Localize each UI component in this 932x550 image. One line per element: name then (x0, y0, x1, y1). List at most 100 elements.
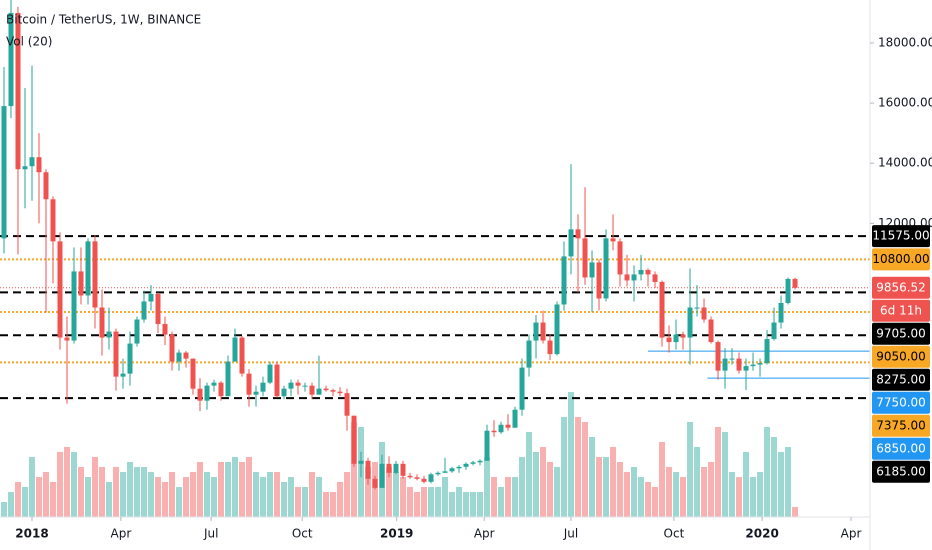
volume-bar (617, 462, 624, 517)
candle-body (470, 462, 476, 464)
volume-bar (330, 492, 337, 517)
candle-body (652, 274, 658, 282)
candle-body (694, 307, 700, 309)
candle-body (771, 322, 777, 340)
price-label-box (872, 460, 930, 483)
volume-bar (281, 482, 288, 517)
volume-bar (680, 477, 687, 517)
volume-bar (722, 432, 729, 517)
candle-body (687, 307, 693, 338)
candle-body (330, 390, 336, 392)
volume-bar (694, 447, 701, 517)
candle-body (673, 334, 679, 343)
candle-body (750, 364, 756, 367)
indicator-title: Vol (20) (6, 35, 52, 49)
candle-body (708, 319, 714, 343)
x-tick-label: 2018 (15, 527, 48, 541)
volume-bar (400, 477, 407, 517)
price-label-box (872, 299, 930, 322)
volume-bar (449, 492, 456, 517)
volume-bar (631, 467, 638, 517)
candle-body (631, 274, 637, 281)
plot-area (0, 0, 870, 517)
volume-bar (288, 477, 295, 517)
volume-bar (442, 477, 449, 517)
candle-body (204, 385, 210, 401)
x-tick-label: Jul (203, 527, 218, 541)
volume-bar (547, 462, 554, 517)
candle-body (477, 460, 483, 463)
volume-bar (84, 477, 91, 517)
candle-body (92, 241, 98, 308)
volume-bar (42, 472, 49, 517)
volume-bar (526, 432, 533, 517)
volume-bar (638, 477, 645, 517)
price-label-box (872, 414, 930, 437)
volume-bar (112, 467, 119, 517)
candle-body (519, 367, 525, 410)
volume-bar (302, 487, 309, 517)
volume-bar (189, 472, 196, 517)
volume-bar (645, 482, 652, 517)
candle-body (197, 388, 203, 401)
volume-bar (161, 482, 168, 517)
candle-body (64, 337, 70, 341)
candle-body (183, 352, 189, 359)
price-label-box (872, 225, 930, 248)
candle-body (575, 229, 581, 239)
price-label-box (872, 248, 930, 271)
y-tick-label: 16000.00 (878, 96, 932, 110)
volume-bar (561, 417, 568, 517)
y-tick-label: 14000.00 (878, 156, 932, 170)
candle-body (456, 466, 462, 469)
price-label: 10800.00 (872, 252, 929, 266)
x-tick-label: 2020 (745, 527, 778, 541)
volume-bar (610, 447, 617, 517)
candle-body (358, 460, 364, 464)
volume-bar (715, 427, 722, 517)
candle-body (15, 12, 21, 170)
volume-bar (182, 477, 189, 517)
volume-bar (253, 472, 260, 517)
volume-bar (372, 462, 379, 517)
candle-body (400, 463, 406, 476)
candle-body (169, 334, 175, 362)
candle-body (414, 477, 420, 479)
volume-bar (505, 477, 512, 517)
volume-bar (105, 482, 112, 517)
candle-body (267, 364, 273, 383)
candle-body (78, 271, 84, 296)
volume-bar (232, 457, 239, 517)
price-label: 7750.00 (876, 395, 926, 409)
candle-body (701, 307, 707, 320)
candle-body (610, 238, 616, 242)
candle-body (743, 366, 749, 371)
candle-body (36, 157, 42, 173)
volume-bar (540, 447, 547, 517)
candle-body (148, 293, 154, 302)
candle-body (295, 382, 301, 386)
volume-bar (708, 462, 715, 517)
x-tick-label: 2019 (380, 527, 413, 541)
candle-body (547, 340, 553, 355)
volume-bar (70, 452, 77, 517)
candle-body (43, 172, 49, 200)
volume-bar (757, 472, 764, 517)
candle-body (617, 241, 623, 275)
price-label: 6850.00 (876, 441, 926, 455)
volume-bar (414, 492, 421, 517)
candle-body (449, 468, 455, 472)
volume-bar (393, 472, 400, 517)
candle-body (505, 424, 511, 428)
volume-bar (295, 487, 302, 517)
candle-body (8, 12, 14, 107)
price-label: 8275.00 (876, 372, 926, 386)
candle-body (365, 460, 371, 479)
volume-bar (203, 472, 210, 517)
candle-body (344, 393, 350, 416)
candle-body (29, 157, 35, 167)
volume-bar (764, 427, 771, 517)
x-tick-label: Oct (664, 527, 685, 541)
